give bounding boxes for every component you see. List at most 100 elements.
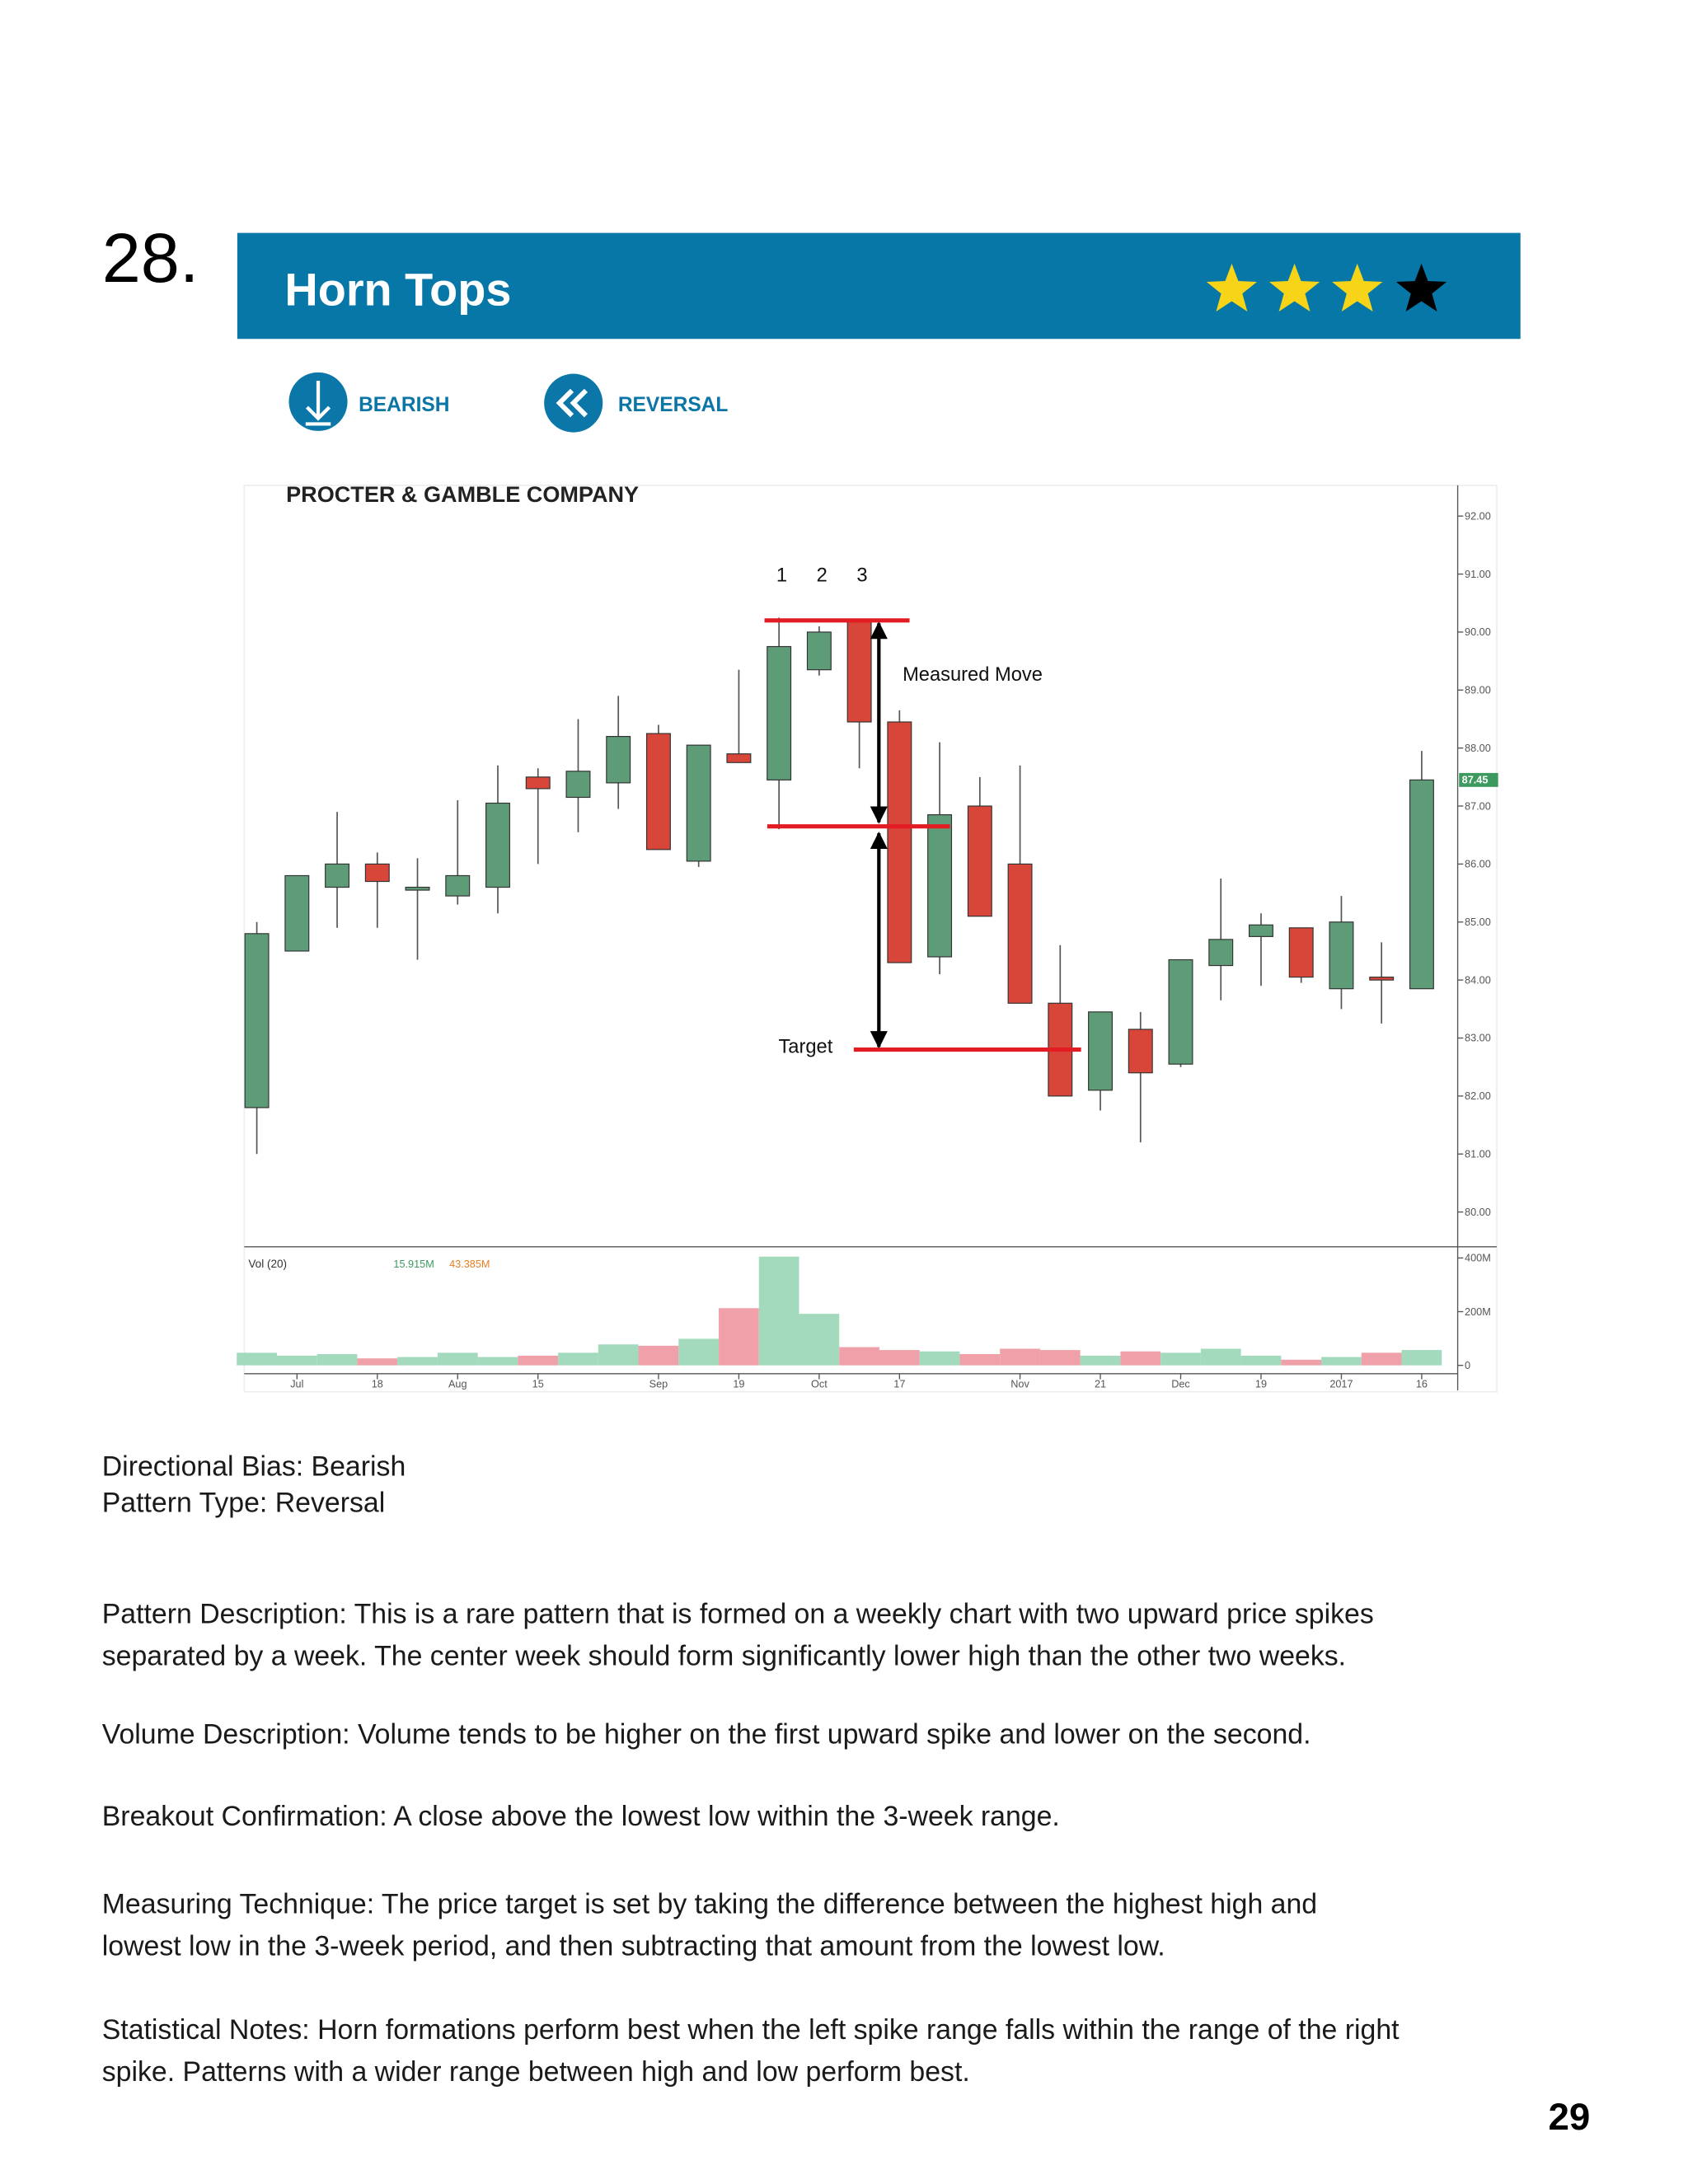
week-label: 2 xyxy=(817,565,828,587)
target-label: Target xyxy=(778,1037,832,1058)
paragraph-line: separated by a week. The center week sho… xyxy=(102,1640,1346,1671)
section-number: 28. xyxy=(102,218,199,297)
y-tick-label: 85.00 xyxy=(1465,916,1491,928)
candle-body xyxy=(927,813,953,958)
candle-body xyxy=(565,771,591,799)
candle-body xyxy=(1007,863,1033,1004)
x-tick-label: Aug xyxy=(448,1379,467,1390)
volume-bar xyxy=(598,1344,639,1366)
candle-body xyxy=(1409,779,1434,990)
volume-tick-label: 200M xyxy=(1465,1306,1491,1318)
volume-bar xyxy=(437,1352,478,1366)
volume-title: Vol (20) xyxy=(248,1258,287,1270)
x-tick-label: 18 xyxy=(372,1379,383,1390)
candle-body xyxy=(525,776,551,790)
y-tick-label: 92.00 xyxy=(1465,510,1491,522)
volume-bar xyxy=(477,1357,518,1366)
bearish-arrow xyxy=(305,380,331,426)
reversal-arrows xyxy=(556,388,588,418)
y-tick-label: 86.00 xyxy=(1465,859,1491,870)
chart: 80.00 81.00 82.00 83.00 84.00 85.00 86.00 87.00… xyxy=(237,485,1498,1391)
candle-body xyxy=(1329,921,1354,990)
candle-body xyxy=(445,874,471,897)
volume-legend: 43.385M xyxy=(449,1258,490,1270)
candle-body xyxy=(1248,924,1273,937)
y-tick-label: 89.00 xyxy=(1465,685,1491,696)
volume-bar xyxy=(316,1353,358,1366)
volume-bar xyxy=(678,1338,720,1366)
candle-body xyxy=(1168,958,1193,1065)
volume-bar xyxy=(1321,1357,1362,1366)
x-tick-label: 15 xyxy=(532,1379,544,1390)
chart-title: PROCTER & GAMBLE COMPANY xyxy=(286,481,639,507)
volume-tick-label: 400M xyxy=(1465,1253,1491,1264)
volume-bar xyxy=(558,1352,598,1366)
paragraph-line: Statistical Notes: Horn formations perfo… xyxy=(102,2014,1400,2046)
candle-body xyxy=(806,631,832,671)
candle-body xyxy=(767,645,792,780)
volume-bar xyxy=(1120,1351,1161,1366)
x-tick-label: Sep xyxy=(649,1379,668,1390)
paragraph-line: Volume Description: Volume tends to be h… xyxy=(102,1718,1311,1750)
volume-bar xyxy=(959,1353,1001,1366)
candle-body xyxy=(405,886,430,891)
volume-bar xyxy=(397,1357,438,1366)
candle-body xyxy=(846,620,872,723)
paragraph-line: Measuring Technique: The price target is… xyxy=(102,1889,1317,1920)
paragraph-line: Breakout Confirmation: A close above the… xyxy=(102,1801,1060,1832)
star xyxy=(1332,263,1383,312)
candle-body xyxy=(1288,927,1314,978)
volume-bar xyxy=(1000,1348,1040,1366)
x-tick-label: 2017 xyxy=(1329,1379,1353,1390)
candle-body xyxy=(967,805,992,917)
y-tick-label: 90.00 xyxy=(1465,626,1491,638)
rating xyxy=(1206,263,1447,312)
candle-body xyxy=(887,721,912,963)
candle-body xyxy=(606,735,631,784)
x-tick-label: 21 xyxy=(1095,1379,1106,1390)
volume-bar xyxy=(1361,1352,1402,1366)
volume-bar xyxy=(1281,1359,1322,1366)
volume-bar xyxy=(237,1352,277,1366)
x-tick-label: Dec xyxy=(1171,1379,1190,1390)
candle-body xyxy=(645,733,671,851)
x-tick-label: Oct xyxy=(811,1379,828,1390)
star xyxy=(1395,263,1447,312)
y-tick-label: 80.00 xyxy=(1465,1207,1491,1218)
candle-body xyxy=(485,802,510,888)
volume-bar xyxy=(518,1355,559,1366)
candle-body xyxy=(284,874,310,952)
volume-bar xyxy=(357,1358,398,1366)
last-price-label: 87.45 xyxy=(1462,775,1489,786)
x-tick-label: 16 xyxy=(1416,1379,1428,1390)
x-tick-label: 17 xyxy=(893,1379,905,1390)
volume-bar xyxy=(1200,1348,1241,1366)
paragraph-line: spike. Patterns with a wider range betwe… xyxy=(102,2056,970,2088)
measured-move-label: Measured Move xyxy=(903,664,1043,686)
week-label: 1 xyxy=(776,565,787,587)
volume-bar xyxy=(839,1347,879,1366)
week-label: 3 xyxy=(856,565,867,587)
y-tick-label: 83.00 xyxy=(1465,1033,1491,1044)
candle-body xyxy=(726,753,752,763)
y-tick-label: 84.00 xyxy=(1465,974,1491,986)
tag: REVERSAL xyxy=(618,394,729,416)
volume-bar xyxy=(1401,1350,1442,1366)
y-tick-label: 88.00 xyxy=(1465,743,1491,754)
volume-bar xyxy=(879,1350,920,1366)
header-title: Horn Tops xyxy=(284,264,511,316)
pattern-type: Pattern Type: Reversal xyxy=(102,1487,385,1518)
volume-bar xyxy=(919,1351,960,1366)
candle-body xyxy=(1369,977,1395,981)
volume-bar xyxy=(276,1355,317,1366)
paragraph-line: lowest low in the 3-week period, and the… xyxy=(102,1930,1165,1961)
x-tick-label: Jul xyxy=(290,1379,303,1390)
tag: BEARISH xyxy=(359,394,449,416)
volume-tick-label: 0 xyxy=(1465,1360,1470,1371)
volume-bar xyxy=(758,1256,799,1366)
candle-body xyxy=(364,863,390,883)
star xyxy=(1268,263,1320,312)
document-text: Directional Bias: Bearish Pattern Type: … xyxy=(102,1451,1400,2087)
volume-legend: 15.915M xyxy=(393,1258,434,1270)
